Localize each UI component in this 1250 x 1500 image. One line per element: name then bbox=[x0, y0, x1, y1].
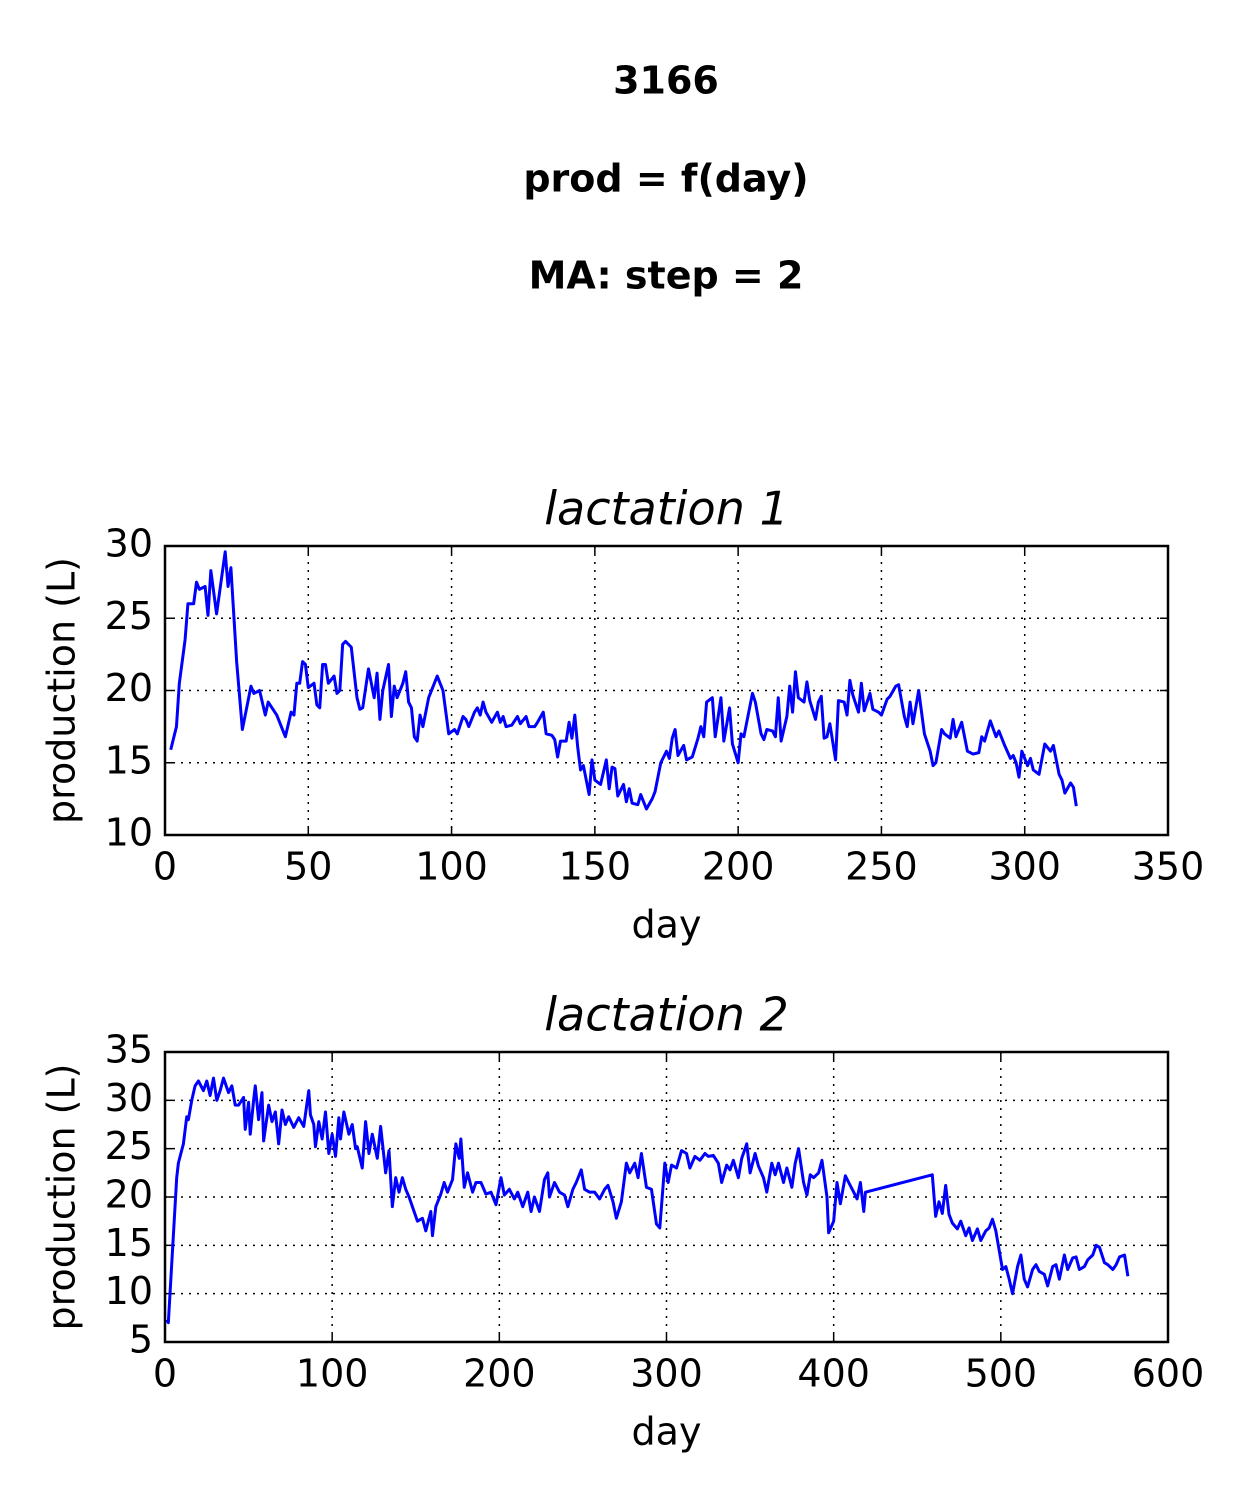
x-tick-label: 100 bbox=[415, 845, 488, 889]
data-line bbox=[165, 1076, 1130, 1325]
data-line bbox=[169, 550, 1078, 811]
suptitle-line: 3166 bbox=[613, 59, 719, 103]
plot-frame bbox=[163, 544, 1170, 837]
y-axis-label: production (L) bbox=[40, 1064, 84, 1331]
suptitle-line: MA: step = 2 bbox=[529, 254, 804, 298]
plot-frame bbox=[163, 1050, 1170, 1344]
x-axis-label: day bbox=[632, 903, 702, 947]
y-axis-label: production (L) bbox=[40, 557, 84, 824]
y-tick-label: 10 bbox=[105, 811, 153, 855]
y-tick-label: 30 bbox=[105, 1076, 153, 1120]
y-tick-label: 25 bbox=[105, 1124, 153, 1168]
x-tick-label: 100 bbox=[296, 1352, 369, 1396]
x-tick-label: 50 bbox=[284, 845, 332, 889]
y-tick-label: 30 bbox=[105, 522, 153, 566]
y-tick-label: 15 bbox=[105, 1221, 153, 1265]
x-tick-label: 350 bbox=[1132, 845, 1205, 889]
subplot-title: lactation 1 bbox=[544, 482, 789, 536]
y-tick-label: 20 bbox=[105, 1173, 153, 1217]
x-tick-label: 400 bbox=[797, 1352, 870, 1396]
x-tick-label: 0 bbox=[153, 845, 177, 889]
x-tick-label: 300 bbox=[630, 1352, 703, 1396]
x-tick-label: 150 bbox=[559, 845, 632, 889]
x-axis-label: day bbox=[632, 1410, 702, 1454]
x-tick-label: 300 bbox=[988, 845, 1061, 889]
y-tick-label: 35 bbox=[105, 1028, 153, 1072]
x-tick-label: 500 bbox=[965, 1352, 1038, 1396]
y-tick-label: 5 bbox=[129, 1318, 153, 1362]
y-tick-label: 10 bbox=[105, 1269, 153, 1313]
y-tick-label: 15 bbox=[105, 738, 153, 782]
x-tick-label: 200 bbox=[463, 1352, 536, 1396]
x-tick-label: 0 bbox=[153, 1352, 177, 1396]
subplot-title: lactation 2 bbox=[544, 988, 789, 1042]
y-tick-label: 20 bbox=[105, 666, 153, 710]
y-tick-label: 25 bbox=[105, 594, 153, 638]
x-tick-label: 600 bbox=[1132, 1352, 1205, 1396]
x-tick-label: 200 bbox=[702, 845, 775, 889]
x-tick-label: 250 bbox=[845, 845, 918, 889]
suptitle-line: prod = f(day) bbox=[523, 157, 808, 201]
